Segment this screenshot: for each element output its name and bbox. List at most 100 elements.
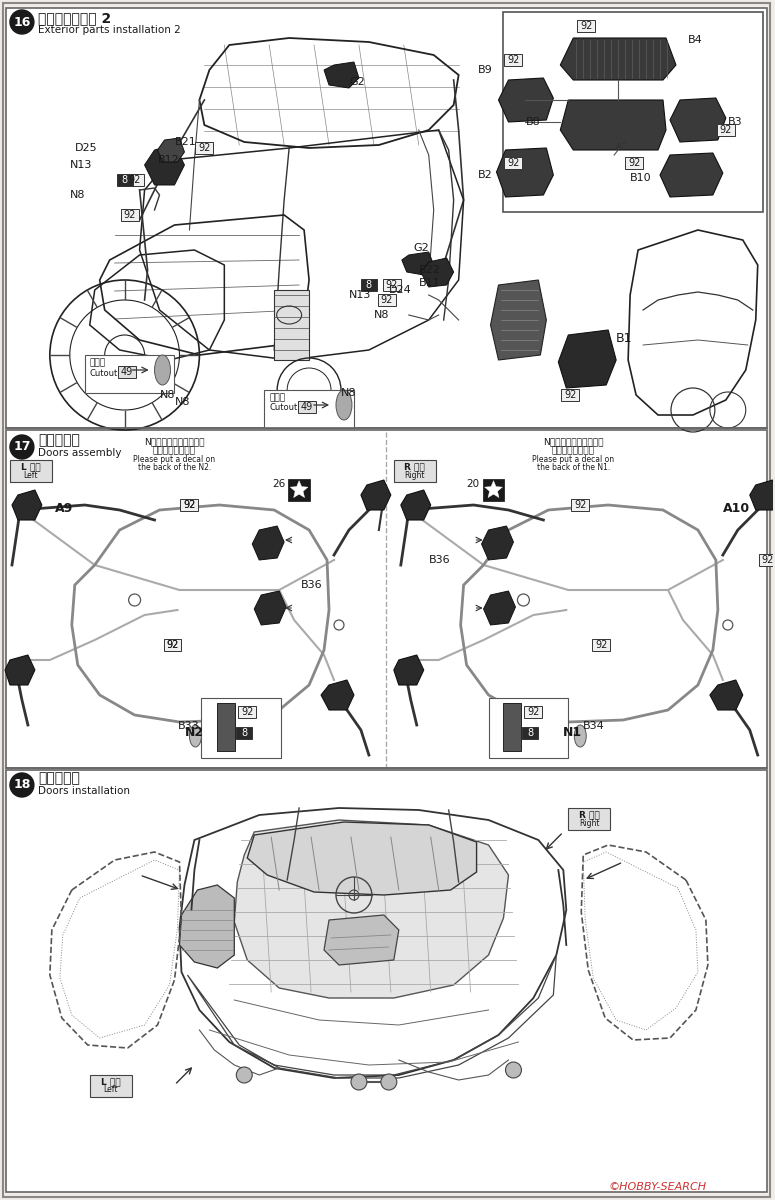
Text: ©HOBBY-SEARCH: ©HOBBY-SEARCH: [609, 1182, 707, 1192]
Bar: [625, 157, 643, 169]
Text: L 左側: L 左側: [21, 462, 41, 472]
Text: N13: N13: [349, 290, 371, 300]
Polygon shape: [481, 526, 514, 560]
Bar: [6, 8, 766, 428]
Bar: [568, 808, 610, 830]
Bar: [118, 366, 136, 378]
Text: G2: G2: [349, 77, 365, 86]
Text: Cutout: Cutout: [269, 403, 298, 413]
Text: 92: 92: [183, 500, 195, 510]
Bar: [378, 294, 396, 306]
Text: 20: 20: [467, 479, 480, 490]
Bar: [126, 174, 143, 186]
Text: Left: Left: [103, 1086, 118, 1094]
Text: B11: B11: [418, 278, 440, 288]
Text: N2: N2: [185, 726, 205, 738]
Polygon shape: [252, 526, 284, 560]
Polygon shape: [234, 820, 508, 998]
Text: B10: B10: [630, 173, 652, 182]
Text: 49: 49: [120, 367, 133, 377]
Text: 8: 8: [366, 280, 372, 290]
Text: 92: 92: [241, 707, 253, 716]
Ellipse shape: [336, 390, 352, 420]
Text: 8: 8: [122, 175, 128, 185]
Bar: [10, 460, 52, 482]
Ellipse shape: [574, 725, 586, 746]
Text: 92: 92: [595, 640, 608, 650]
Text: R 右側: R 右側: [579, 810, 600, 820]
Polygon shape: [491, 280, 546, 360]
Bar: [361, 278, 377, 290]
Text: B4: B4: [688, 35, 703, 44]
Polygon shape: [670, 98, 726, 142]
Text: R 右側: R 右側: [405, 462, 425, 472]
Text: Left: Left: [24, 470, 38, 480]
Text: 92: 92: [508, 55, 520, 65]
Text: Please put a decal on: Please put a decal on: [133, 456, 215, 464]
Polygon shape: [5, 655, 35, 685]
Bar: [217, 703, 236, 751]
Polygon shape: [560, 38, 676, 80]
Polygon shape: [157, 138, 184, 162]
Text: 92: 92: [720, 125, 732, 134]
Text: 92: 92: [508, 158, 520, 168]
Circle shape: [236, 1067, 252, 1082]
Bar: [394, 460, 436, 482]
Text: N8: N8: [160, 390, 175, 400]
Bar: [288, 479, 310, 502]
Text: 外装部品の取付 2: 外装部品の取付 2: [38, 11, 111, 25]
Bar: [236, 727, 252, 739]
Text: A10: A10: [723, 502, 750, 515]
Bar: [238, 706, 257, 718]
Polygon shape: [749, 480, 775, 510]
Text: 切欠き: 切欠き: [90, 359, 106, 367]
Circle shape: [381, 1074, 397, 1090]
Text: 49: 49: [301, 402, 313, 412]
Text: 92: 92: [580, 20, 592, 31]
Circle shape: [10, 434, 34, 458]
Bar: [561, 389, 579, 401]
Text: 8: 8: [527, 728, 533, 738]
Text: 17: 17: [13, 440, 31, 454]
Text: Doors installation: Doors installation: [38, 786, 130, 796]
Text: Cutout: Cutout: [90, 368, 118, 378]
Text: 92: 92: [386, 280, 398, 290]
Text: 26: 26: [272, 479, 285, 490]
Text: Right: Right: [405, 470, 425, 480]
Text: B1: B1: [616, 331, 632, 344]
Bar: [717, 124, 735, 136]
Text: 92: 92: [167, 640, 179, 650]
Text: 18: 18: [13, 779, 31, 792]
Text: 92: 92: [381, 295, 393, 305]
Text: the back of the N2.: the back of the N2.: [138, 463, 211, 473]
Polygon shape: [421, 258, 453, 287]
Text: 92: 92: [564, 390, 577, 400]
Polygon shape: [558, 330, 616, 388]
Bar: [577, 20, 595, 32]
Polygon shape: [291, 481, 308, 498]
Polygon shape: [497, 148, 553, 197]
Text: N8: N8: [174, 397, 190, 407]
Text: 貼ってください。: 貼ってください。: [153, 446, 196, 456]
Text: Please put a decal on: Please put a decal on: [532, 456, 615, 464]
Bar: [264, 390, 354, 428]
Bar: [121, 209, 139, 221]
Bar: [90, 1075, 132, 1097]
Text: B36: B36: [429, 554, 450, 565]
Bar: [505, 54, 522, 66]
Bar: [164, 638, 181, 650]
Bar: [84, 355, 174, 392]
Bar: [274, 290, 309, 360]
Text: 92: 92: [167, 640, 179, 650]
Text: D25: D25: [74, 143, 98, 152]
Polygon shape: [324, 62, 359, 88]
Bar: [117, 174, 133, 186]
Polygon shape: [180, 886, 234, 968]
Ellipse shape: [154, 355, 170, 385]
Text: B22: B22: [418, 265, 441, 275]
Polygon shape: [247, 822, 477, 895]
Polygon shape: [321, 680, 354, 710]
Circle shape: [10, 10, 34, 34]
Text: 8: 8: [241, 728, 247, 738]
Circle shape: [10, 773, 34, 797]
